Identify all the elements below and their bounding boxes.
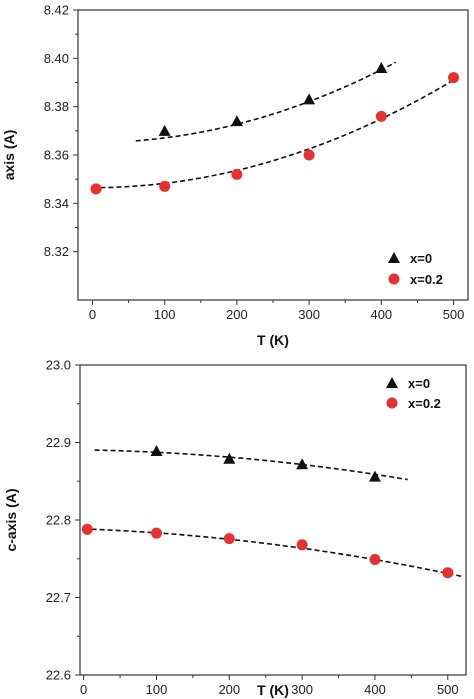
data-point <box>223 452 236 464</box>
y-tick-label: 22.7 <box>46 590 71 605</box>
y-tick-label: 22.9 <box>46 435 71 450</box>
y-tick-label: 8.32 <box>44 244 69 259</box>
data-point <box>375 110 387 122</box>
legend-label: x=0 <box>410 251 432 266</box>
x-axis-label: T (K) <box>257 682 289 698</box>
x-tick-label: 200 <box>218 682 240 697</box>
x-tick-label: 200 <box>226 307 248 322</box>
x-tick-label: 0 <box>89 307 96 322</box>
data-point <box>368 470 381 482</box>
y-axis-label: c-axis (A) <box>3 488 19 551</box>
legend-marker <box>388 273 400 285</box>
plot-frame <box>79 364 467 676</box>
data-point <box>223 533 235 545</box>
y-tick-label: 8.34 <box>44 196 69 211</box>
x-tick-label: 100 <box>154 307 176 322</box>
fit-curve <box>135 61 397 142</box>
data-point <box>150 445 163 457</box>
legend-label: x=0.2 <box>408 396 441 411</box>
data-point <box>159 180 171 192</box>
data-point <box>231 168 243 180</box>
y-tick-label: 8.36 <box>44 148 69 163</box>
x-tick-label: 300 <box>298 307 320 322</box>
data-point <box>158 124 171 136</box>
data-point <box>150 527 162 539</box>
data-point <box>90 183 102 195</box>
y-axis-label: axis (A) <box>1 130 17 181</box>
data-point <box>81 523 93 535</box>
data-point <box>442 567 454 579</box>
data-point <box>230 115 243 127</box>
legend-marker <box>386 377 398 388</box>
y-tick-label: 22.6 <box>46 668 71 683</box>
fit-curve <box>94 449 408 481</box>
data-point <box>375 62 388 73</box>
legend-marker <box>388 252 400 263</box>
fit-curve <box>92 77 458 189</box>
x-tick-label: 400 <box>364 682 386 697</box>
fit-curve <box>83 528 463 578</box>
data-point <box>303 149 315 161</box>
bottom-panel: 0 100 200 300 400 500 22.6 22.7 22.8 22.9 23.0 T (K… <box>3 358 467 698</box>
y-tick-label: 23.0 <box>46 358 71 373</box>
legend-marker <box>386 397 398 409</box>
y-tick-label: 8.40 <box>44 51 69 66</box>
data-point <box>296 539 308 551</box>
legend-label: x=0.2 <box>410 272 443 287</box>
data-point <box>303 93 316 105</box>
x-tick-label: 400 <box>370 307 392 322</box>
y-tick-label: 22.8 <box>46 513 71 528</box>
legend-label: x=0 <box>408 376 430 391</box>
x-tick-label: 300 <box>291 682 313 697</box>
x-tick-label: 500 <box>437 682 459 697</box>
x-axis-label: T (K) <box>257 332 289 348</box>
data-point <box>369 554 381 566</box>
x-tick-label: 0 <box>80 682 87 697</box>
data-point <box>448 72 460 84</box>
x-tick-label: 500 <box>443 307 465 322</box>
y-tick-label: 8.38 <box>44 99 69 114</box>
top-panel: 0 100 200 300 400 500 8.32 8.34 8.36 8.38 8.40 8.42… <box>1 3 469 348</box>
y-tick-label: 8.42 <box>44 3 69 18</box>
data-point <box>296 458 309 470</box>
x-tick-label: 100 <box>146 682 168 697</box>
